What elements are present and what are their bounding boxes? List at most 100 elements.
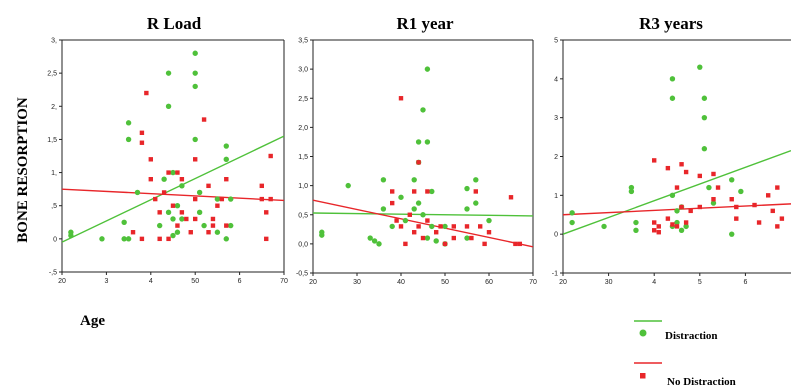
x-tick-label: 50	[441, 279, 449, 286]
point-distraction	[228, 222, 234, 229]
point-distraction	[569, 210, 575, 216]
point-no-distraction	[206, 183, 211, 189]
point-no-distraction	[464, 224, 470, 229]
point-no-distraction	[170, 203, 176, 208]
y-tick-label: 1	[554, 193, 558, 200]
point-no-distraction	[478, 224, 483, 229]
panel-title: R Load	[147, 14, 202, 33]
point-no-distraction	[161, 190, 167, 195]
point-no-distraction	[166, 170, 171, 175]
point-no-distraction	[264, 210, 269, 215]
point-no-distraction	[486, 230, 492, 235]
x-tick-label: 60	[485, 279, 493, 286]
point-no-distraction	[656, 224, 661, 229]
y-tick-label: 2,	[51, 104, 57, 111]
point-distraction	[569, 219, 575, 226]
plot-area: -1 0 1 2 3 4 5 20 30 4 5 6	[552, 38, 791, 286]
point-no-distraction	[652, 228, 657, 233]
point-no-distraction	[469, 235, 474, 241]
point-no-distraction	[193, 157, 198, 162]
point-no-distraction	[175, 223, 180, 228]
point-distraction	[125, 120, 132, 126]
point-no-distraction	[683, 220, 689, 225]
point-no-distraction	[184, 216, 189, 222]
point-distraction	[628, 188, 635, 195]
point-distraction	[192, 136, 198, 143]
y-tick-label: 4	[554, 76, 558, 83]
point-distraction	[678, 227, 685, 233]
point-distraction	[371, 238, 378, 244]
point-distraction	[420, 212, 426, 218]
point-distraction	[464, 185, 470, 192]
chart-panel-r1-year: R1 year -0,5 0,0 0,5 1,0 1,5 2,0 2,5 3,0 3,5 20 30…	[296, 14, 537, 286]
fit-line-distraction	[563, 150, 791, 235]
point-distraction	[674, 208, 680, 214]
point-no-distraction	[451, 235, 456, 241]
point-distraction	[486, 217, 492, 224]
point-distraction	[729, 177, 735, 183]
legend-label-distraction: Distraction	[665, 330, 718, 342]
y-tick-label: 2,0	[298, 125, 308, 132]
point-no-distraction	[268, 196, 273, 202]
point-no-distraction	[390, 189, 395, 194]
point-distraction	[701, 146, 708, 152]
point-no-distraction	[179, 210, 185, 215]
x-axis-label: Age	[80, 313, 105, 329]
point-no-distraction	[224, 223, 229, 228]
point-no-distraction	[425, 189, 430, 194]
point-no-distraction	[398, 224, 404, 229]
point-no-distraction	[697, 204, 702, 210]
point-distraction	[710, 200, 717, 206]
point-no-distraction	[451, 224, 456, 229]
point-no-distraction	[210, 223, 216, 228]
x-tick-label: 70	[529, 279, 537, 286]
point-distraction	[683, 223, 689, 230]
point-distraction	[674, 219, 680, 226]
point-distraction	[398, 194, 404, 200]
point-no-distraction	[416, 224, 421, 229]
point-no-distraction	[665, 216, 671, 221]
point-distraction	[192, 83, 198, 90]
point-no-distraction	[779, 216, 785, 221]
y-tick-label: 0	[53, 236, 57, 243]
legend-label-no-distraction: No Distraction	[667, 376, 736, 386]
point-distraction	[223, 156, 229, 163]
y-tick-label: 2	[554, 154, 558, 161]
fit-line-no-distraction	[62, 188, 284, 202]
point-no-distraction	[193, 216, 198, 222]
point-no-distraction	[403, 241, 408, 247]
point-distraction	[706, 184, 712, 191]
y-tick-label: 2,5	[298, 96, 308, 103]
point-distraction	[415, 139, 422, 145]
point-no-distraction	[153, 196, 158, 202]
point-distraction	[165, 209, 172, 216]
point-distraction	[633, 219, 639, 226]
point-distraction	[464, 235, 470, 241]
point-distraction	[433, 238, 439, 244]
y-tick-label: 2,5	[47, 71, 57, 78]
point-distraction	[424, 139, 431, 145]
point-no-distraction	[175, 170, 180, 175]
x-tick-label: 5	[698, 279, 702, 286]
y-tick-label: 5	[554, 38, 558, 45]
point-distraction	[697, 64, 703, 70]
point-no-distraction	[394, 218, 399, 223]
point-no-distraction	[766, 193, 771, 198]
point-distraction	[701, 95, 708, 101]
point-no-distraction	[652, 158, 657, 163]
point-no-distraction	[734, 204, 739, 210]
point-no-distraction	[259, 183, 264, 189]
point-no-distraction	[157, 236, 162, 242]
point-distraction	[415, 200, 422, 206]
point-no-distraction	[752, 202, 757, 208]
y-tick-label: -,5	[49, 270, 57, 277]
point-distraction	[367, 235, 373, 241]
panel-title: R1 year	[396, 14, 454, 33]
point-distraction	[473, 200, 479, 206]
y-tick-label: -0,5	[296, 271, 308, 278]
x-tick-label: 20	[309, 279, 317, 286]
point-distraction	[729, 231, 735, 237]
point-distraction	[633, 227, 639, 233]
point-no-distraction	[688, 208, 693, 214]
